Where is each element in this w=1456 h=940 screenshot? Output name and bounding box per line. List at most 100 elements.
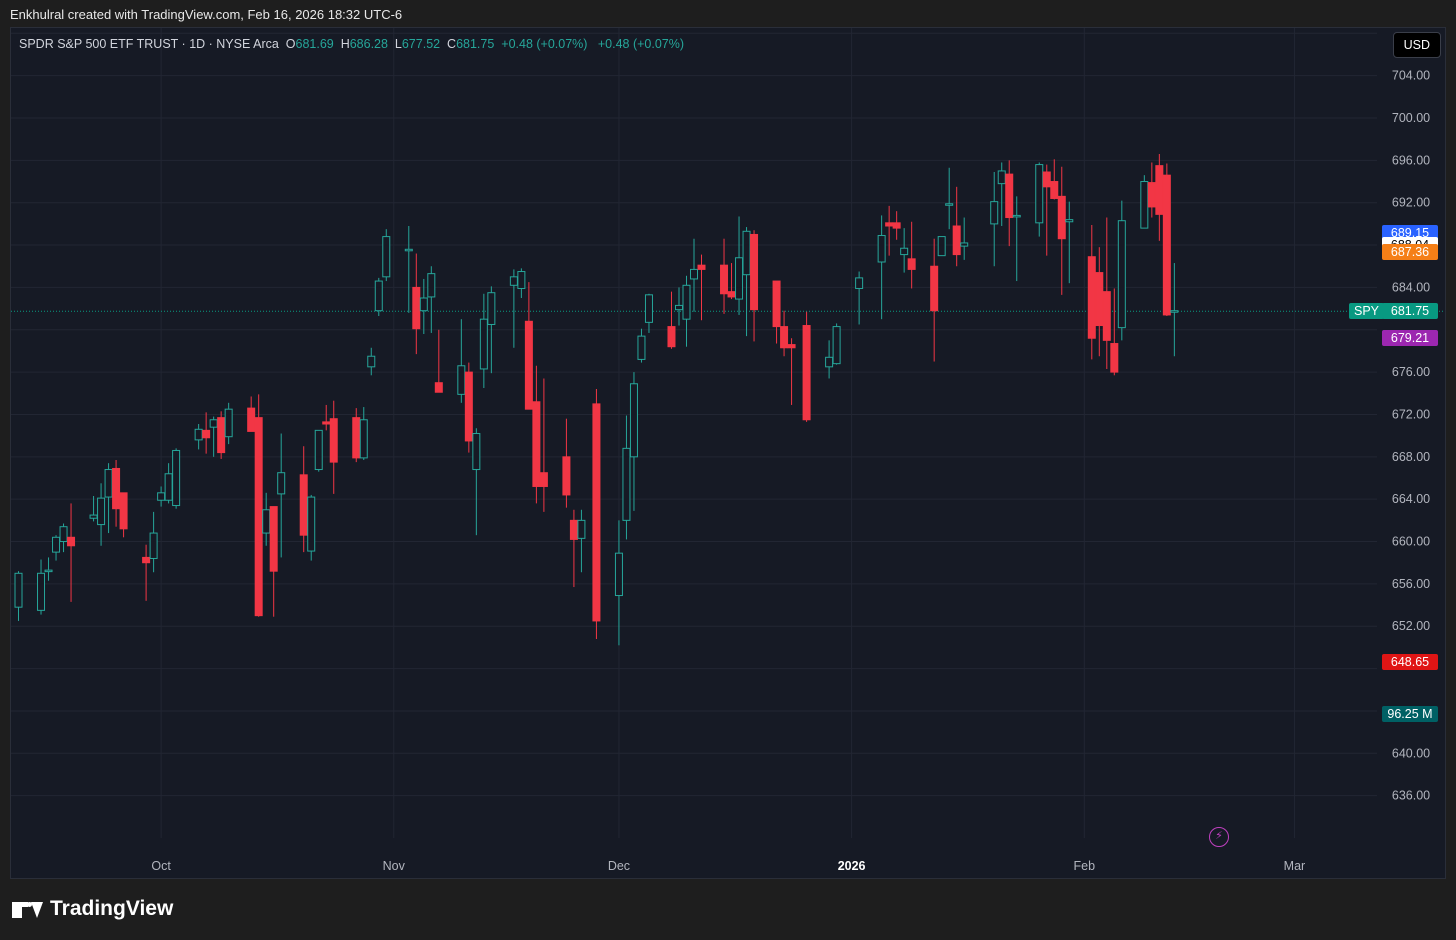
- candle: [404, 226, 413, 313]
- candle: [674, 287, 683, 326]
- candle: [772, 280, 781, 344]
- currency-button[interactable]: USD: [1392, 32, 1441, 58]
- candle: [990, 172, 999, 267]
- candle: [299, 446, 308, 553]
- candle: [419, 278, 428, 334]
- candle: [614, 520, 623, 646]
- candle: [262, 492, 271, 546]
- candle: [885, 205, 894, 256]
- candle: [359, 407, 368, 460]
- candle-body: [937, 236, 946, 257]
- candle: [930, 238, 939, 362]
- candle-body: [149, 532, 158, 559]
- candle: [14, 571, 23, 621]
- candle: [532, 365, 541, 504]
- candle-body: [1162, 174, 1171, 316]
- y-tick-label: 692.00: [1392, 196, 1430, 210]
- change-value-2: +0.48 (+0.07%): [597, 37, 685, 51]
- candle-body: [802, 325, 811, 421]
- candle-body: [780, 326, 789, 349]
- candle-body: [1155, 165, 1164, 215]
- candle: [1095, 247, 1104, 357]
- candle-body: [727, 291, 736, 298]
- candle-body: [314, 429, 323, 471]
- candle: [247, 396, 256, 432]
- candle: [172, 448, 181, 509]
- y-tick-label: 640.00: [1392, 746, 1430, 760]
- y-tick-label: 672.00: [1392, 407, 1430, 421]
- symbol-legend[interactable]: SPDR S&P 500 ETF TRUST · 1D · NYSE Arca …: [19, 37, 684, 51]
- candle: [855, 271, 864, 325]
- candle: [735, 216, 744, 315]
- candle-body: [990, 201, 999, 225]
- y-tick-label: 700.00: [1392, 111, 1430, 125]
- price-tag: 681.75: [1382, 303, 1438, 320]
- candle: [329, 400, 338, 494]
- candle-body: [299, 474, 308, 536]
- candle-body: [164, 473, 173, 501]
- candle-body: [1035, 164, 1044, 224]
- low-label: L: [394, 37, 402, 51]
- candle-body: [382, 236, 391, 278]
- candle: [202, 412, 211, 454]
- candle-body: [254, 417, 263, 617]
- candle: [517, 268, 526, 298]
- candle-body: [644, 294, 653, 323]
- candle: [1110, 288, 1119, 376]
- candle-body: [577, 519, 586, 539]
- candle-body: [479, 318, 488, 370]
- candle: [44, 557, 53, 581]
- candle: [622, 415, 631, 540]
- candle-body: [112, 467, 121, 510]
- candle-body: [952, 225, 961, 256]
- candle: [1155, 154, 1164, 241]
- price-tag: 648.65: [1382, 653, 1438, 670]
- candle-body: [1042, 171, 1051, 188]
- candle: [937, 236, 946, 257]
- candle: [194, 424, 203, 450]
- candle-body: [562, 456, 571, 496]
- candle: [314, 429, 323, 472]
- candle-body: [960, 242, 969, 247]
- candle: [629, 372, 638, 511]
- candle-body: [329, 418, 338, 463]
- x-tick-label: Dec: [608, 859, 630, 873]
- candle: [1050, 159, 1059, 200]
- lightning-icon[interactable]: ⚡: [1209, 827, 1229, 847]
- candle-body: [1117, 220, 1126, 329]
- candle: [1170, 263, 1179, 357]
- candle-body: [517, 271, 526, 289]
- candle: [307, 494, 316, 561]
- candle-body: [1147, 182, 1156, 208]
- candle-body: [322, 421, 331, 425]
- open-label: O: [285, 37, 296, 51]
- candle-body: [97, 497, 106, 526]
- candle: [1012, 196, 1021, 282]
- candle-body: [742, 230, 751, 276]
- candle: [569, 509, 578, 588]
- candle: [37, 559, 46, 615]
- candle: [1162, 163, 1171, 316]
- chart-panel[interactable]: 636.00 640.00 652.00 656.00 660.00 664.00 668.…: [10, 27, 1446, 879]
- candle: [960, 217, 969, 260]
- candle-body: [997, 170, 1006, 185]
- y-tick-label: 668.00: [1392, 450, 1430, 464]
- candle: [277, 433, 286, 558]
- candle: [112, 460, 121, 527]
- candle-body: [352, 417, 361, 459]
- candle-body: [104, 469, 113, 498]
- candle: [667, 291, 676, 349]
- candle-body: [1005, 173, 1014, 219]
- candle-body: [622, 447, 631, 521]
- change-value: +0.48 (+0.07%): [501, 37, 588, 51]
- y-tick-label: 636.00: [1392, 789, 1430, 803]
- tradingview-logo[interactable]: TradingView: [12, 897, 173, 921]
- candle: [59, 523, 68, 553]
- candle: [832, 323, 841, 365]
- candle-body: [1095, 272, 1104, 327]
- candle: [352, 408, 361, 463]
- candle-body: [262, 509, 271, 534]
- candlestick-chart[interactable]: 636.00 640.00 652.00 656.00 660.00 664.00 668.…: [11, 28, 1446, 879]
- x-tick-label: Oct: [151, 859, 171, 873]
- candle: [119, 492, 128, 538]
